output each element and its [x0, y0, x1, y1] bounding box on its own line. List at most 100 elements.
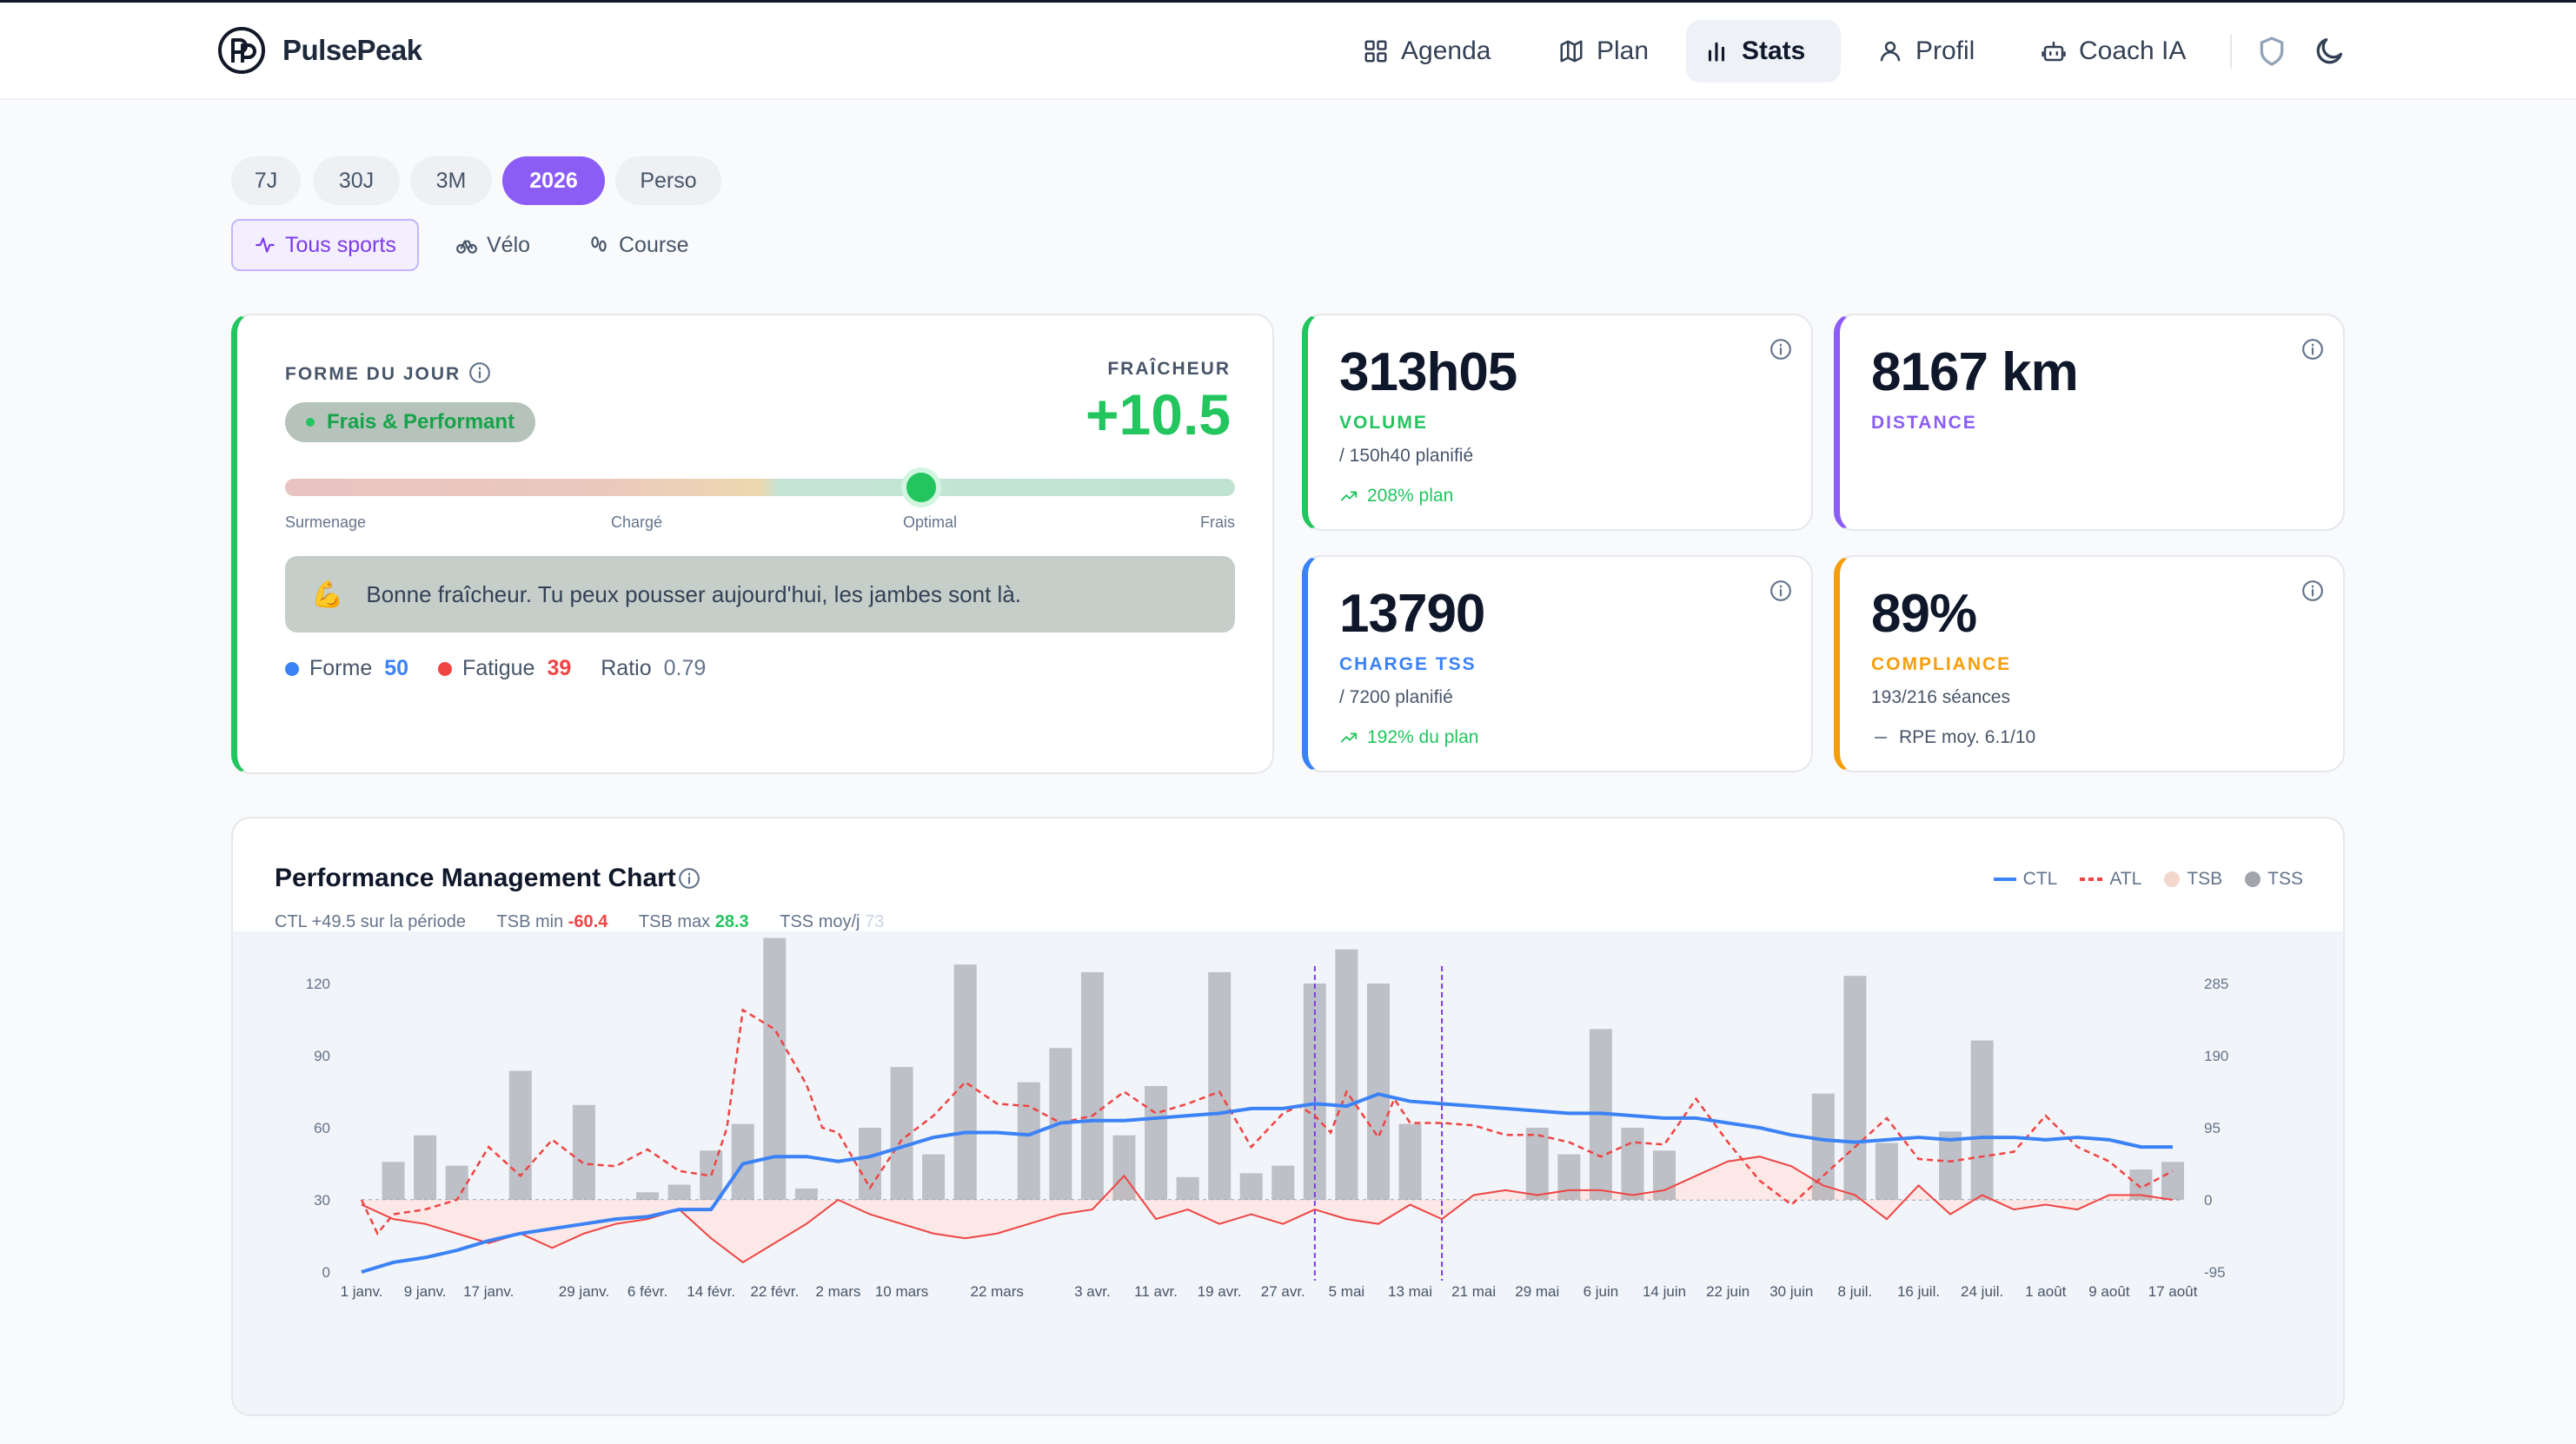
x-tick-label: 22 févr.: [750, 1283, 799, 1300]
compliance-kpi-card: 89% COMPLIANCE 193/216 séances RPE moy. …: [1834, 555, 2345, 772]
app-brand-name[interactable]: PulsePeak: [282, 34, 422, 66]
y-right-tick-label: 190: [2204, 1048, 2228, 1064]
x-tick-label: 16 juil.: [1897, 1283, 1940, 1300]
tss-bar: [1557, 1154, 1581, 1200]
top-navbar: PulsePeak Agenda Plan Stats Profil Coach…: [0, 3, 2576, 100]
form-gauge-track: [285, 479, 1235, 496]
trend-up-icon: [1340, 732, 1358, 743]
x-tick-label: 8 juil.: [1838, 1283, 1873, 1300]
tss-bar: [382, 1162, 405, 1200]
legend-tss-label: TSS: [2267, 869, 2303, 889]
nav-profil-label: Profil: [1915, 36, 1975, 65]
tss-trend-text: 192% du plan: [1367, 727, 1479, 747]
tss-bar: [1875, 1143, 1898, 1200]
period-2026-chip[interactable]: 2026: [502, 156, 605, 205]
x-tick-label: 22 juin: [1706, 1283, 1749, 1300]
tss-bar: [1176, 1176, 1199, 1200]
nav-agenda[interactable]: Agenda: [1345, 20, 1508, 83]
sport-filter-velo[interactable]: Vélo: [435, 219, 551, 271]
legend-ctl[interactable]: CTL: [1993, 869, 2057, 890]
info-icon[interactable]: [2301, 580, 2324, 602]
period-7j-chip[interactable]: 7J: [231, 156, 301, 205]
tss-bar: [572, 1104, 595, 1200]
moon-icon[interactable]: [2312, 34, 2347, 69]
legend-atl-swatch: [2080, 878, 2103, 881]
tsb-area: [362, 1156, 2173, 1262]
ratio-value: 0.79: [663, 656, 707, 680]
legend-tsb[interactable]: TSB: [2164, 869, 2222, 890]
legend-tss[interactable]: TSS: [2245, 869, 2303, 890]
ratio-label: Ratio: [601, 656, 652, 680]
nav-coach-ia[interactable]: Coach IA: [2023, 20, 2203, 83]
tss-bar: [1525, 1128, 1549, 1200]
minus-icon: [1874, 737, 1888, 739]
forme-du-jour-card: FORME DU JOUR Frais & Performant FRAÎCHE…: [231, 314, 1274, 774]
forme-metrics-row: Forme 50 Fatigue 39 Ratio 0.79: [285, 656, 706, 681]
x-tick-label: 14 févr.: [687, 1283, 735, 1300]
tss-bar: [1653, 1150, 1676, 1200]
x-tick-label: 29 mai: [1515, 1283, 1559, 1300]
sport-filter-all[interactable]: Tous sports: [231, 219, 419, 271]
y-left-tick-label: 60: [314, 1120, 330, 1136]
x-tick-label: 24 juil.: [1961, 1283, 2003, 1300]
grid-icon: [1364, 40, 1387, 63]
nav-plan[interactable]: Plan: [1541, 20, 1666, 83]
period-3m-chip[interactable]: 3M: [410, 156, 492, 205]
distance-kpi-card: 8167 km DISTANCE: [1834, 314, 2345, 531]
bike-icon: [456, 240, 477, 254]
info-icon[interactable]: [1769, 580, 1792, 602]
info-icon[interactable]: [1769, 338, 1792, 361]
tss-bar: [414, 1135, 437, 1200]
tss-bar: [636, 1192, 660, 1200]
x-tick-label: 27 avr.: [1261, 1283, 1305, 1300]
bar-chart-icon: [1708, 42, 1725, 62]
pmc-ctl-delta: CTL +49.5 sur la période: [275, 912, 466, 931]
tss-bar: [922, 1154, 946, 1200]
period-30j-chip[interactable]: 30J: [313, 156, 400, 205]
distance-label: DISTANCE: [1871, 413, 1977, 433]
pmc-tss-avg-value: 73: [865, 912, 885, 931]
info-icon[interactable]: [2301, 338, 2324, 361]
distance-value: 8167 km: [1871, 342, 2079, 402]
sport-filter-course-label: Course: [619, 232, 689, 257]
flexed-biceps-icon: 💪: [311, 580, 344, 609]
tss-bar: [2161, 1162, 2184, 1200]
info-icon[interactable]: [678, 867, 700, 890]
period-perso-chip[interactable]: Perso: [615, 156, 721, 205]
forme-label: Forme: [309, 656, 373, 680]
y-right-tick-label: -95: [2204, 1264, 2226, 1281]
legend-atl[interactable]: ATL: [2080, 869, 2141, 890]
nav-plan-label: Plan: [1597, 36, 1650, 65]
nav-stats[interactable]: Stats: [1686, 20, 1841, 83]
pmc-chart-card: Performance Management Chart CTL +49.5 s…: [231, 817, 2345, 1416]
volume-trend-text: 208% plan: [1367, 486, 1454, 506]
x-tick-label: 3 avr.: [1074, 1283, 1111, 1300]
tss-trend: 192% du plan: [1339, 727, 1478, 748]
pulsepeak-logo-icon[interactable]: [217, 26, 266, 75]
y-left-tick-label: 90: [314, 1048, 330, 1064]
sport-filter-velo-label: Vélo: [487, 232, 531, 257]
sport-filter-course[interactable]: Course: [567, 219, 710, 271]
tss-bar: [667, 1184, 691, 1200]
tss-kpi-card: 13790 CHARGE TSS / 7200 planifié 192% du…: [1302, 555, 1813, 772]
tss-bar: [794, 1188, 818, 1200]
pmc-legend: CTL ATL TSB TSS: [1971, 869, 2303, 890]
volume-value: 313h05: [1339, 342, 1517, 402]
tss-bar: [1145, 1085, 1168, 1200]
nav-profil[interactable]: Profil: [1860, 20, 1992, 83]
legend-tsb-swatch: [2164, 871, 2181, 887]
shield-icon[interactable]: [2254, 34, 2289, 69]
x-tick-label: 17 août: [2148, 1283, 2198, 1300]
compliance-rpe-text: RPE moy. 6.1/10: [1899, 727, 2036, 747]
trend-up-icon: [1340, 491, 1358, 501]
volume-kpi-card: 313h05 VOLUME / 150h40 planifié 208% pla…: [1302, 314, 1813, 531]
fatigue-dot-icon: [438, 661, 453, 676]
x-tick-label: 29 janv.: [559, 1283, 609, 1300]
forme-dot-icon: [285, 661, 299, 676]
map-icon: [1560, 40, 1583, 63]
x-tick-label: 1 août: [2025, 1283, 2067, 1300]
pmc-tsb-max-value: 28.3: [714, 912, 749, 931]
info-icon[interactable]: [468, 361, 491, 384]
nav-stats-label: Stats: [1742, 36, 1806, 65]
legend-atl-label: ATL: [2109, 869, 2142, 889]
